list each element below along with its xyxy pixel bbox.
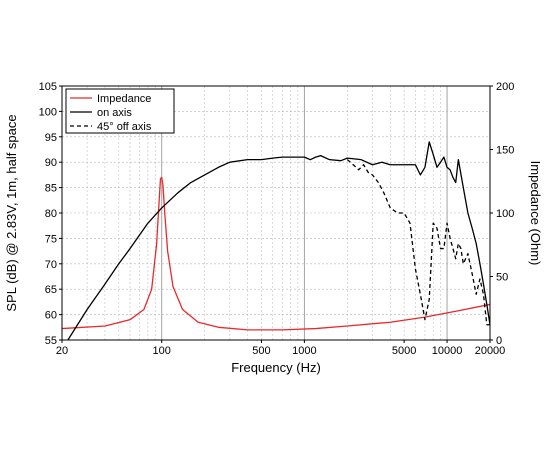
y-tick-label: 90 (45, 157, 57, 169)
y2-tick-label: 50 (496, 272, 508, 284)
x-tick-label: 20 (56, 345, 68, 357)
legend: Impedance on axis 45° off axis (65, 88, 175, 134)
y-tick-label: 80 (45, 208, 57, 220)
y-tick-label: 85 (45, 183, 57, 195)
y-tick-label: 55 (45, 335, 57, 347)
series-line-impedance (62, 176, 490, 331)
legend-label-off-axis: 45° off axis (97, 121, 152, 133)
x-tick-label: 20000 (475, 345, 506, 357)
x-tick-label: 500 (252, 345, 270, 357)
series-line-45-off-axis (346, 159, 490, 326)
legend-label-on-axis: on axis (97, 107, 132, 119)
y2-tick-label: 150 (496, 145, 514, 157)
y2-tick-label: 100 (496, 208, 514, 220)
ticks: 20 100 500 1000 5000 10000 2000055606570758085… (39, 81, 515, 357)
series-layer (62, 141, 490, 340)
series-line-on-axis (67, 141, 490, 340)
x-axis-title: Frequency (Hz) (231, 360, 321, 375)
y-axis-title: SPL (dB) @ 2.83V, 1m, half space (4, 114, 19, 311)
x-tick-label: 10000 (432, 345, 463, 357)
y-tick-label: 75 (45, 233, 57, 245)
x-tick-label: 5000 (392, 345, 416, 357)
y2-tick-label: 200 (496, 81, 514, 93)
y-tick-label: 60 (45, 310, 57, 322)
y-tick-label: 65 (45, 284, 57, 296)
legend-label-impedance: Impedance (97, 93, 151, 105)
y-tick-label: 105 (39, 81, 57, 93)
x-tick-label: 1000 (292, 345, 316, 357)
y-tick-label: 70 (45, 259, 57, 271)
y2-axis-title: Impedance (Ohm) (528, 161, 543, 266)
y2-tick-label: 0 (496, 335, 502, 347)
y-tick-label: 95 (45, 132, 57, 144)
x-tick-label: 100 (153, 345, 171, 357)
y-tick-label: 100 (39, 106, 57, 118)
